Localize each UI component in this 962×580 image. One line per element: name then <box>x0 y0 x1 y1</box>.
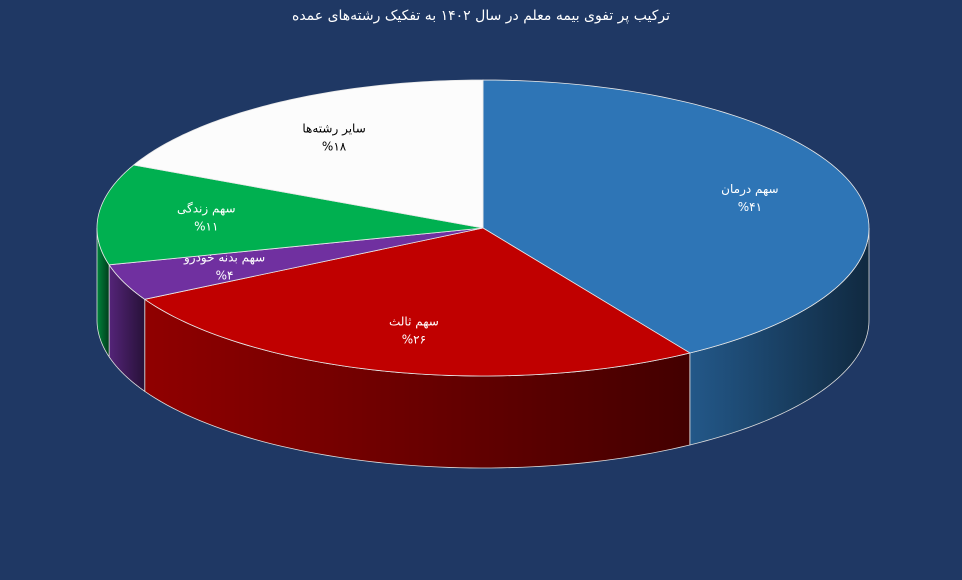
slice-label: سهم ثالث <box>389 315 439 329</box>
chart-title: ترکیب پر تفوی بیمه معلم در سال ۱۴۰۲ به ت… <box>292 8 670 24</box>
slice-label: سهم زندگی <box>177 201 236 216</box>
slice <box>132 79 484 229</box>
value-label: %۲۶ <box>402 333 426 347</box>
slice <box>108 227 484 300</box>
value-label: %۴ <box>216 269 234 283</box>
value-label: %۴۱ <box>738 200 762 214</box>
slice <box>96 164 484 266</box>
value-label: %۱۸ <box>322 140 347 154</box>
value-label: %۱۱ <box>194 219 218 233</box>
slice-label: سهم درمان <box>721 182 778 197</box>
slice <box>482 79 870 354</box>
slice <box>143 227 691 377</box>
slice-label: سهم بدنه خودرو <box>183 251 265 266</box>
slice-label: سایر رشته‌ها <box>302 122 365 137</box>
